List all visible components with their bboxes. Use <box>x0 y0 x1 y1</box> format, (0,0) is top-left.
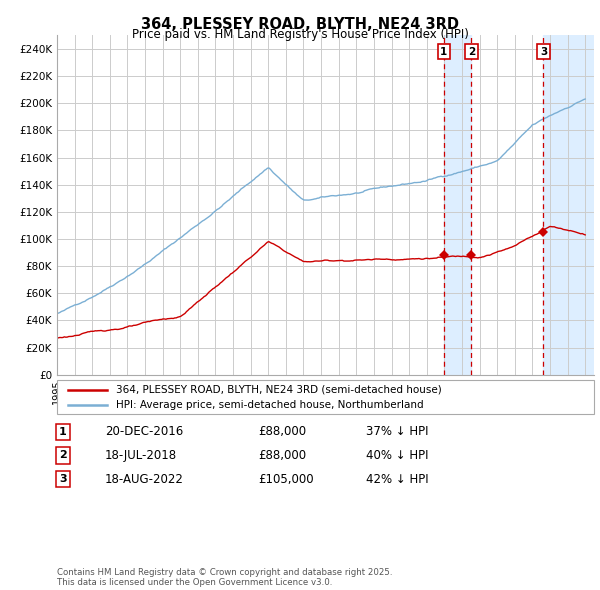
Text: 3: 3 <box>540 47 547 57</box>
Text: 40% ↓ HPI: 40% ↓ HPI <box>366 449 428 462</box>
Text: 2: 2 <box>468 47 475 57</box>
Text: 18-AUG-2022: 18-AUG-2022 <box>105 473 184 486</box>
Text: 3: 3 <box>59 474 67 484</box>
Text: 20-DEC-2016: 20-DEC-2016 <box>105 425 183 438</box>
Text: Contains HM Land Registry data © Crown copyright and database right 2025.
This d: Contains HM Land Registry data © Crown c… <box>57 568 392 587</box>
Text: £88,000: £88,000 <box>258 425 306 438</box>
Text: £88,000: £88,000 <box>258 449 306 462</box>
Text: 1: 1 <box>59 427 67 437</box>
Text: 364, PLESSEY ROAD, BLYTH, NE24 3RD (semi-detached house): 364, PLESSEY ROAD, BLYTH, NE24 3RD (semi… <box>116 385 442 395</box>
Text: Price paid vs. HM Land Registry's House Price Index (HPI): Price paid vs. HM Land Registry's House … <box>131 28 469 41</box>
Text: £105,000: £105,000 <box>258 473 314 486</box>
Text: 37% ↓ HPI: 37% ↓ HPI <box>366 425 428 438</box>
Bar <box>544 35 594 375</box>
Text: 42% ↓ HPI: 42% ↓ HPI <box>366 473 428 486</box>
Text: 364, PLESSEY ROAD, BLYTH, NE24 3RD: 364, PLESSEY ROAD, BLYTH, NE24 3RD <box>141 17 459 31</box>
Bar <box>444 35 472 375</box>
Text: 18-JUL-2018: 18-JUL-2018 <box>105 449 177 462</box>
Text: 1: 1 <box>440 47 448 57</box>
Text: 2: 2 <box>59 451 67 460</box>
Text: HPI: Average price, semi-detached house, Northumberland: HPI: Average price, semi-detached house,… <box>116 399 424 409</box>
